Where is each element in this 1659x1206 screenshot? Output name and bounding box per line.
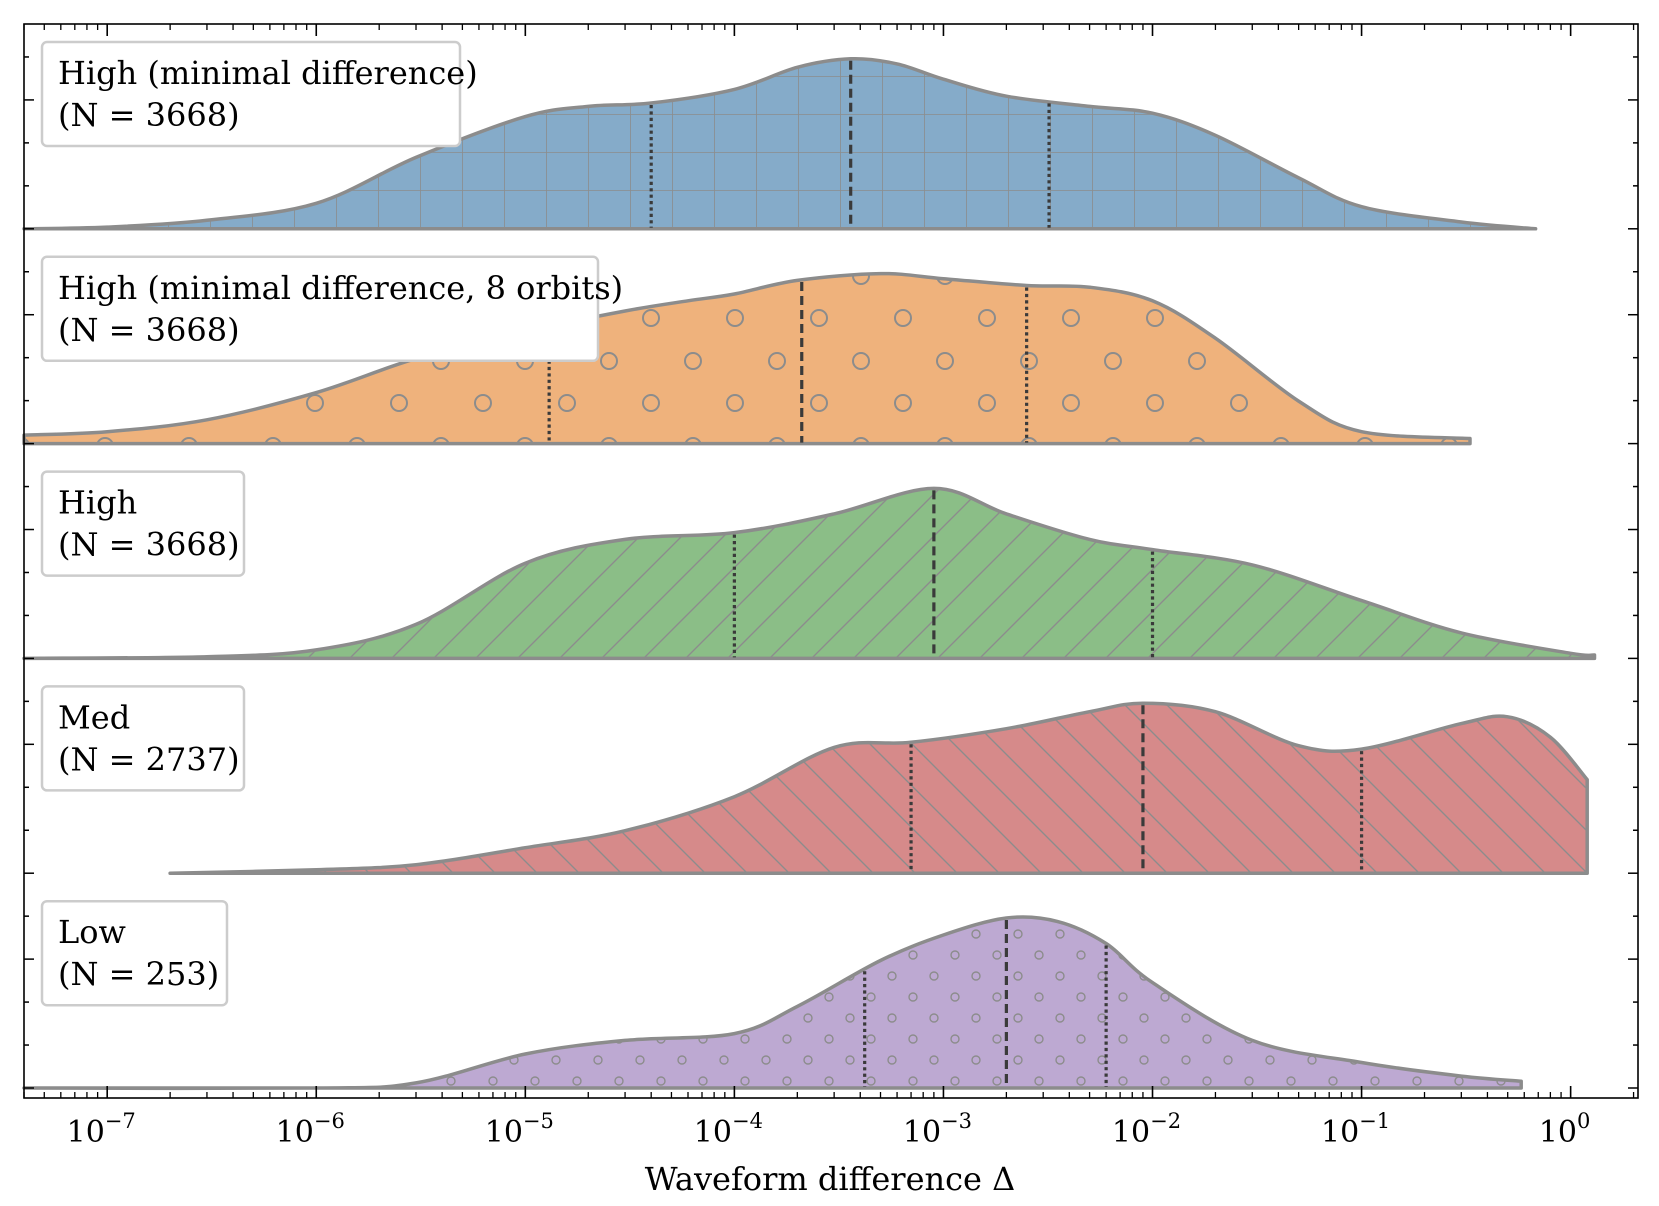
legend-count: (N = 253) <box>58 955 219 993</box>
x-tick-label: 10−4 <box>694 1109 763 1150</box>
violin-outline <box>22 486 1597 661</box>
violin-outline <box>22 915 1523 1091</box>
violin-4 <box>168 701 1589 875</box>
legend-title: High <box>58 484 137 522</box>
violin-outline <box>168 701 1589 875</box>
legend-title: High (minimal difference, 8 orbits) <box>58 269 623 307</box>
legend-box-5: Low (N = 253) <box>40 899 229 1007</box>
x-tick-label: 10−6 <box>276 1109 345 1150</box>
x-tick-label: 10−1 <box>1321 1109 1390 1150</box>
violin-2 <box>22 271 1472 446</box>
legend-frame <box>40 685 246 792</box>
x-axis: 10−7 10−6 10−5 10−4 10−3 10−2 10−1 100 <box>23 24 1638 1150</box>
legend-frame <box>40 40 462 148</box>
legend-count: (N = 3668) <box>58 526 240 564</box>
legend-box-3: High (N = 3668) <box>40 470 246 577</box>
x-tick-label: 10−3 <box>903 1109 972 1150</box>
violins-layer <box>22 56 1597 1091</box>
legend-boxes-layer: High (minimal difference)(N = 3668)High … <box>40 40 623 1007</box>
x-tick-label: 10−7 <box>67 1109 136 1150</box>
violin-outline <box>22 271 1472 446</box>
legend-title: Med <box>58 698 130 736</box>
violin-3 <box>22 486 1597 661</box>
x-tick-label: 10−2 <box>1112 1109 1181 1150</box>
legend-title: Low <box>58 913 126 951</box>
violin-1 <box>22 56 1538 231</box>
plot-frame <box>23 23 1639 1099</box>
violin-outline <box>22 56 1538 231</box>
legend-frame <box>40 255 600 363</box>
x-tick-label: 10−5 <box>485 1109 554 1150</box>
x-axis-label: Waveform difference Δ <box>645 1160 1016 1198</box>
legend-box-4: Med (N = 2737) <box>40 685 246 792</box>
legend-count: (N = 3668) <box>58 96 240 134</box>
violin-5 <box>22 915 1523 1091</box>
legend-frame <box>40 470 246 577</box>
legend-count: (N = 2737) <box>58 740 240 778</box>
legend-frame <box>40 899 229 1007</box>
x-tick-label: 100 <box>1539 1109 1591 1150</box>
legend-box-1: High (minimal difference) (N = 3668) <box>40 40 478 148</box>
legend-box-2: High (minimal difference, 8 orbits) (N = … <box>40 255 623 363</box>
legend-count: (N = 3668) <box>58 311 240 349</box>
legend-title: High (minimal difference) <box>58 54 478 92</box>
